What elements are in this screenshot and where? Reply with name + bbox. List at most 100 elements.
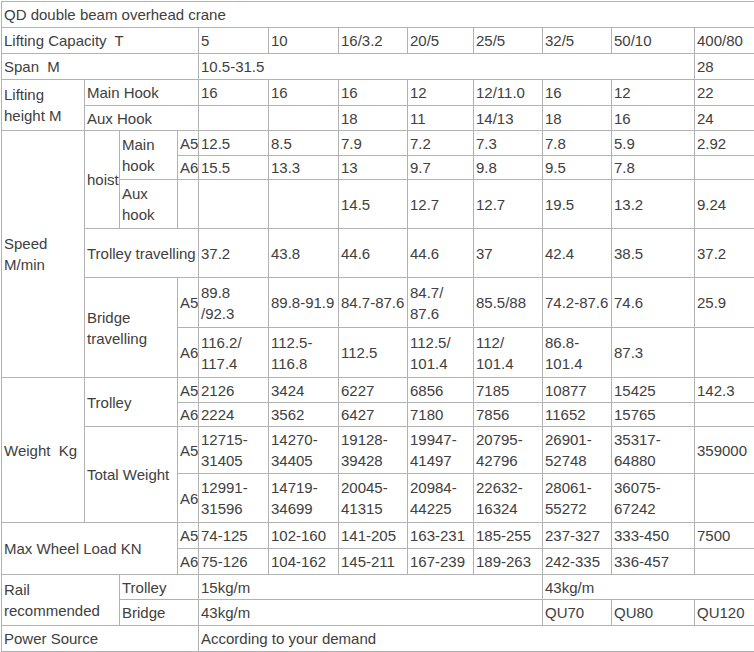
weight-trolley-a6-value: 6427 xyxy=(339,403,408,427)
weight-trolley-a5-value: 6856 xyxy=(408,378,474,403)
bridge-a5-value: 85.5/88 xyxy=(474,278,543,328)
max-wheel-a5-value: 74-125 xyxy=(199,523,269,549)
total-weight-a6-value: 20045- 41315 xyxy=(339,474,408,523)
hoist-aux-value: 13.2 xyxy=(612,180,695,229)
max-wheel-a6-value: 189-263 xyxy=(474,549,543,575)
max-wheel-a6-value: 167-239 xyxy=(408,549,474,575)
rail-bridge-left-value: 43kg/m xyxy=(199,600,543,626)
capacity-value: 400/80 xyxy=(695,28,754,54)
bridge-a5-value: 84.7-87.6 xyxy=(339,278,408,328)
hoist-main-a6-value: 13 xyxy=(339,156,408,180)
aux-hook-value xyxy=(269,106,339,131)
total-weight-a5-value: 26901- 52748 xyxy=(543,427,612,474)
rail-trolley-left-value: 15kg/m xyxy=(199,575,543,600)
rail-label: Rail recommended xyxy=(2,575,120,626)
max-wheel-load-label: Max Wheel Load KN xyxy=(2,523,178,575)
weight-trolley-a5-value: 10877 xyxy=(543,378,612,403)
trolley-travelling-label: Trolley travelling xyxy=(85,229,199,278)
capacity-value: 50/10 xyxy=(612,28,695,54)
total-weight-a5-value: 20795- 42796 xyxy=(474,427,543,474)
max-wheel-a6-value: 145-211 xyxy=(339,549,408,575)
capacity-value: 16/3.2 xyxy=(339,28,408,54)
main-hook-value: 12 xyxy=(408,80,474,106)
hoist-main-a5-value: 7.2 xyxy=(408,131,474,156)
hoist-main-a6-value: 9.7 xyxy=(408,156,474,180)
class-a6-label: A6 xyxy=(178,328,199,378)
total-weight-a6-value: 22632- 16324 xyxy=(474,474,543,523)
max-wheel-a6-value: 336-457 xyxy=(612,549,695,575)
hoist-main-hook-label: Main hook xyxy=(120,131,178,180)
class-a5-label: A5 xyxy=(178,523,199,549)
hoist-main-a6-value xyxy=(695,156,754,180)
hoist-main-a6-value: 9.5 xyxy=(543,156,612,180)
max-wheel-a5-value: 185-255 xyxy=(474,523,543,549)
main-hook-value: 16 xyxy=(269,80,339,106)
main-hook-value: 12 xyxy=(612,80,695,106)
row-lifting-height-aux: Aux Hook 18 11 14/13 18 16 24 xyxy=(2,106,754,131)
total-weight-a5-value: 359000 xyxy=(695,427,754,474)
hoist-aux-value: 14.5 xyxy=(339,180,408,229)
row-rail-trolley: Rail recommended Trolley 15kg/m 43kg/m xyxy=(2,575,754,600)
max-wheel-a5-value: 7500 xyxy=(695,523,754,549)
total-weight-a5-value: 19128- 39428 xyxy=(339,427,408,474)
aux-hook-value: 18 xyxy=(543,106,612,131)
total-weight-a6-value: 28061- 55272 xyxy=(543,474,612,523)
rail-bridge-label: Bridge xyxy=(120,600,199,626)
hoist-aux-value: 12.7 xyxy=(408,180,474,229)
bridge-a5-value: 89.8 /92.3 xyxy=(199,278,269,328)
bridge-a6-value: 87.3 xyxy=(612,328,695,378)
trolley-travelling-value: 42.4 xyxy=(543,229,612,278)
hoist-main-a5-value: 7.3 xyxy=(474,131,543,156)
rail-bridge-qu-value: QU80 xyxy=(612,600,695,626)
hoist-main-a6-value: 13.3 xyxy=(269,156,339,180)
total-weight-a6-value: 36075- 67242 xyxy=(612,474,695,523)
rail-bridge-qu-value: QU70 xyxy=(543,600,612,626)
weight-trolley-a6-value: 2224 xyxy=(199,403,269,427)
total-weight-a6-value: 20984- 44225 xyxy=(408,474,474,523)
hoist-main-a5-value: 7.8 xyxy=(543,131,612,156)
max-wheel-a5-value: 237-327 xyxy=(543,523,612,549)
rail-trolley-right-value: 43kg/m xyxy=(543,575,754,600)
weight-trolley-a5-value: 7185 xyxy=(474,378,543,403)
power-source-value: According to your demand xyxy=(199,626,754,652)
row-speed-trolley-travelling: Trolley travelling 37.2 43.8 44.6 44.6 3… xyxy=(2,229,754,278)
aux-hook-label: Aux Hook xyxy=(85,106,199,131)
capacity-value: 5 xyxy=(199,28,269,54)
bridge-a6-value: 86.8- 101.4 xyxy=(543,328,612,378)
hoist-main-a5-value: 8.5 xyxy=(269,131,339,156)
hoist-main-a5-value: 7.9 xyxy=(339,131,408,156)
weight-trolley-a5-value: 3424 xyxy=(269,378,339,403)
weight-trolley-a6-value: 11652 xyxy=(543,403,612,427)
main-hook-value: 16 xyxy=(199,80,269,106)
row-span: Span M 10.5-31.5 28 xyxy=(2,54,754,80)
class-a5-label: A5 xyxy=(178,427,199,474)
total-weight-a5-value: 12715- 31405 xyxy=(199,427,269,474)
weight-trolley-a6-value: 7856 xyxy=(474,403,543,427)
bridge-a5-value: 84.7/ 87.6 xyxy=(408,278,474,328)
max-wheel-a6-value: 104-162 xyxy=(269,549,339,575)
hoist-aux-hook-label: Aux hook xyxy=(120,180,178,229)
class-a6-label: A6 xyxy=(178,549,199,575)
weight-trolley-a6-value: 15765 xyxy=(612,403,695,427)
bridge-a5-value: 74.2-87.6 xyxy=(543,278,612,328)
class-a6-label: A6 xyxy=(178,403,199,427)
trolley-travelling-value: 37.2 xyxy=(199,229,269,278)
bridge-a5-value: 74.6 xyxy=(612,278,695,328)
total-weight-label: Total Weight xyxy=(85,427,178,523)
bridge-a5-value: 25.9 xyxy=(695,278,754,328)
trolley-travelling-value: 38.5 xyxy=(612,229,695,278)
aux-hook-value: 14/13 xyxy=(474,106,543,131)
bridge-a5-value: 89.8-91.9 xyxy=(269,278,339,328)
hoist-aux-value: 19.5 xyxy=(543,180,612,229)
total-weight-a5-value: 35317- 64880 xyxy=(612,427,695,474)
aux-hook-value: 18 xyxy=(339,106,408,131)
span-last-value: 28 xyxy=(695,54,754,80)
rail-trolley-label: Trolley xyxy=(120,575,199,600)
total-weight-a6-value: 14719- 34699 xyxy=(269,474,339,523)
weight-trolley-a5-value: 142.3 xyxy=(695,378,754,403)
class-a5-label: A5 xyxy=(178,378,199,403)
total-weight-a6-value: 12991- 31596 xyxy=(199,474,269,523)
weight-trolley-label: Trolley xyxy=(85,378,178,427)
row-speed-hoist-main-a5: Speed M/min hoist Main hook A5 12.5 8.5 … xyxy=(2,131,754,156)
empty-cell xyxy=(178,180,199,229)
